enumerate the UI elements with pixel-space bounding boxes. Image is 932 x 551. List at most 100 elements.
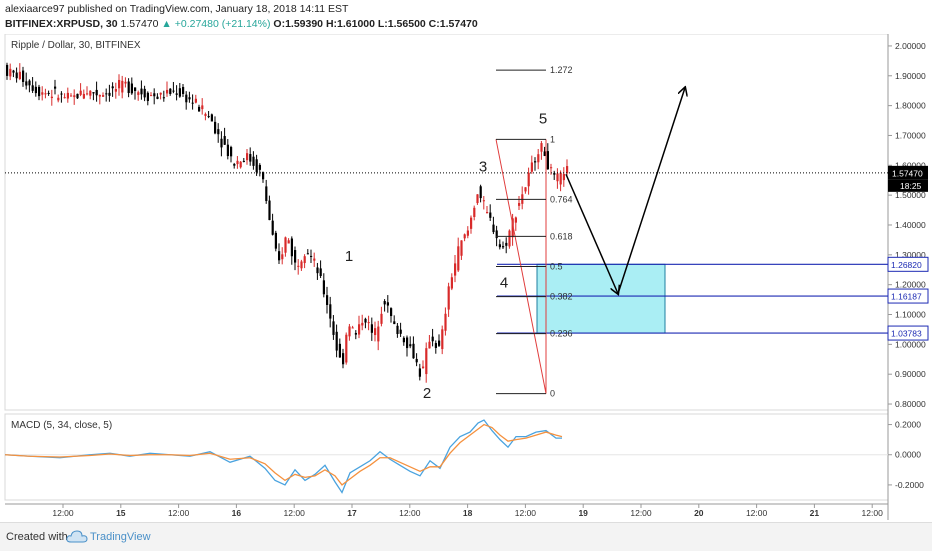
candle-body [527,172,530,187]
support-level-label: 1.16187 [891,292,922,302]
candle-body [332,321,335,335]
candle-body [303,256,306,264]
candle-body [12,70,15,73]
fib-level-label: 0.5 [550,261,563,271]
fib-level-label: 0.618 [550,231,573,241]
candle-body [502,246,505,248]
x-tick-label: 12:00 [630,508,652,518]
candle-body [146,92,149,101]
candle-body [422,366,425,368]
wave-label: 4 [500,275,508,292]
candle-body [546,151,549,170]
candle-body [191,102,194,104]
candle-body [348,326,351,337]
candle-body [393,321,396,325]
candle-body [447,286,450,310]
candle-body [233,164,236,166]
price-chart-svg[interactable]: 2.00000 1.90000 1.80000 1.70000 1.60000 1.500… [0,33,932,522]
candle-body [466,230,469,236]
candle-body [492,224,495,233]
candle-body [367,322,370,324]
candle-body [162,97,165,99]
candle-body [310,255,313,257]
candle-body [255,159,258,173]
tradingview-brand[interactable]: TradingView [90,531,151,543]
candle-body [326,295,329,305]
candle-body [537,154,540,163]
fib-level-label: 0 [550,389,555,399]
x-tick-label: 17 [347,508,357,518]
fib-level-label: 1.272 [550,65,573,75]
candle-body [236,160,239,165]
macd-title: MACD (5, 34, close, 5) [11,420,112,431]
candle-body [38,86,41,97]
symbol-quote: BITFINEX:XRPUSD, 30 1.57470 ▲ +0.27480 (… [5,18,478,30]
candle-body [111,86,114,89]
macd-y-tick-label: 0.0000 [895,450,921,460]
candle-body [201,105,204,110]
support-level-badge [887,288,929,304]
x-tick-label: 18 [463,508,473,518]
candle-body [306,253,309,255]
x-tick-label: 12:00 [862,508,884,518]
candle-body [41,92,44,95]
candle-body [463,234,466,239]
y-tick-label: 2.00000 [895,41,926,51]
x-tick-label: 12:00 [399,508,421,518]
candle-body [175,93,178,95]
support-level-label: 1.03783 [891,329,922,339]
candle-body [479,186,482,199]
y-tick-label: 1.40000 [895,220,926,230]
tradingview-cloud-icon [66,530,88,543]
price-line-badge [888,165,928,180]
candle-body [34,86,37,94]
fib-level-label: 0.382 [550,292,573,302]
candle-body [322,280,325,295]
candle-body [178,88,181,97]
created-with-label: Created with [6,531,68,543]
support-level-badge [887,256,929,272]
fib-level-label: 0.236 [550,329,573,339]
candle-body [566,166,569,174]
candle-body [188,97,191,100]
projection-arrow-up [617,88,685,294]
candle-body [508,230,511,247]
candle-body [438,340,441,346]
candle-body [70,95,73,97]
x-tick-label: 12:00 [515,508,537,518]
candle-body [556,173,559,182]
candle-body [210,114,213,122]
candle-body [54,86,57,89]
candle-body [6,64,9,76]
fib-level-label: 1 [550,134,555,144]
candle-body [86,93,89,95]
candle-body [159,92,162,95]
chart-title: Ripple / Dollar, 30, BITFINEX [11,40,141,51]
candle-body [172,90,175,92]
candle-body [377,326,380,342]
candle-body [399,329,402,334]
candle-body [22,70,25,82]
timer-badge [888,179,928,192]
candle-body [89,90,92,96]
macd-signal-line [4,423,563,486]
candle-body [230,147,233,157]
x-tick-label: 12:00 [168,508,190,518]
candle-body [76,93,79,99]
candle-body [434,343,437,348]
candle-body [249,154,252,162]
candle-body [534,161,537,163]
candle-body [127,81,130,94]
candle-body [342,353,345,365]
candle-body [390,308,393,317]
candle-body [550,167,553,169]
candle-body [130,83,133,94]
wave-label: 3 [479,158,487,175]
candle-body [28,80,31,86]
candle-body [47,92,50,94]
candle-body [300,261,303,269]
candle-body [31,85,34,91]
candle-body [198,106,201,112]
candle-body [223,136,226,145]
chart-area[interactable]: 2.00000 1.90000 1.80000 1.70000 1.60000 1.500… [0,33,932,527]
